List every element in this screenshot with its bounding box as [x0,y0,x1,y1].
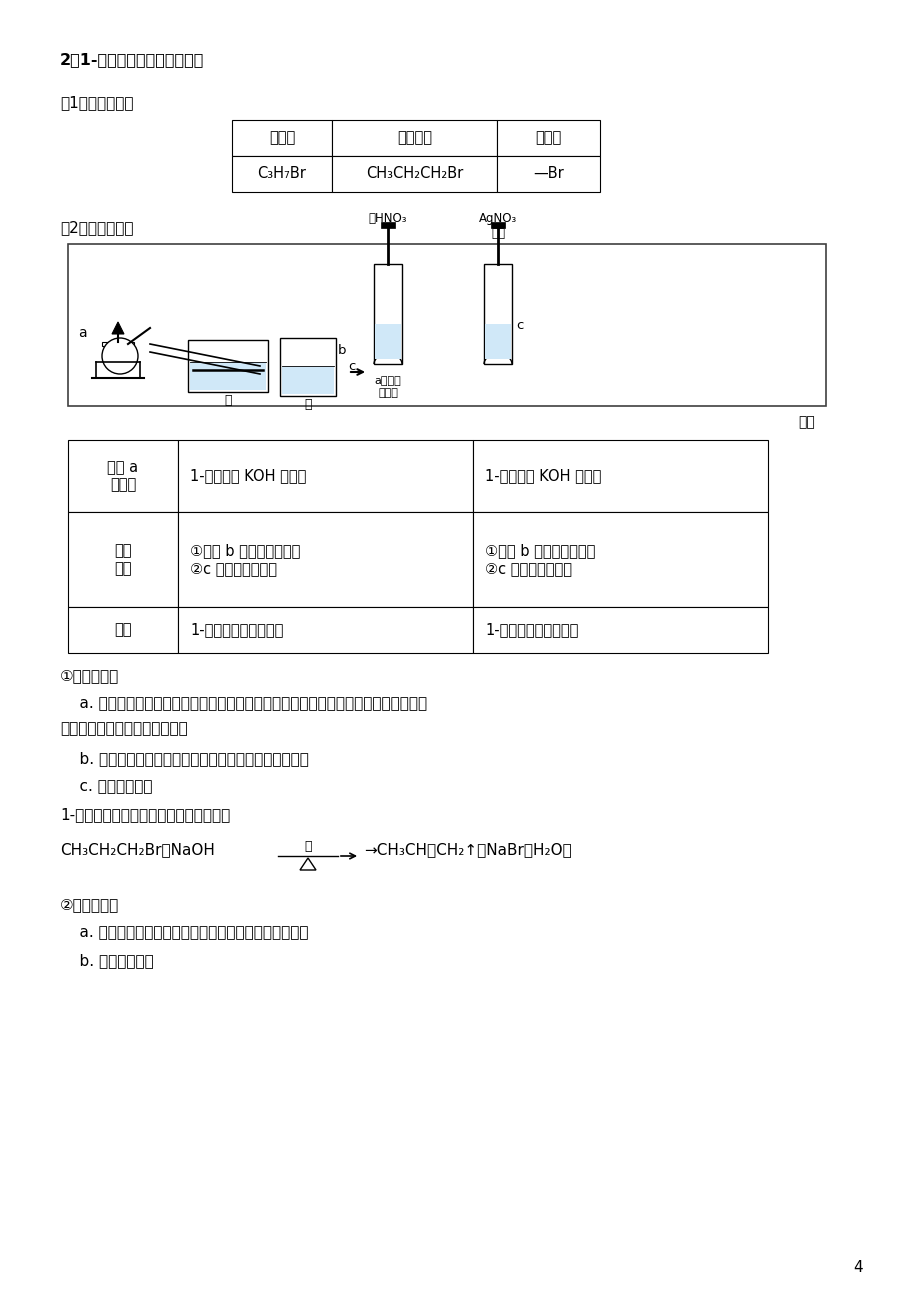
Bar [484,324,510,359]
Bar [102,342,134,346]
Text: 试管 a
中试剂: 试管 a 中试剂 [108,460,139,492]
Text: 醇: 醇 [304,840,312,853]
Bar [177,607,472,654]
Bar [380,223,394,228]
Bar [104,344,131,362]
Bar [279,339,335,396]
Bar [68,243,825,406]
Text: a. 卤代烃发生消去反应的条件：与强碱的水溶液共热。: a. 卤代烃发生消去反应的条件：与强碱的水溶液共热。 [60,924,308,940]
Text: 分子式: 分子式 [268,130,295,146]
Bar [332,156,496,191]
Text: 1-溴丙烷发生水解反应: 1-溴丙烷发生水解反应 [484,622,578,638]
Text: 续表: 续表 [797,415,814,428]
Text: 官能团: 官能团 [535,130,561,146]
Text: b. 卤代烃发生消去反应的条件：与强碱的醇溶液共热。: b. 卤代烃发生消去反应的条件：与强碱的醇溶液共热。 [60,751,309,766]
Text: ①试管 b 中收集到气体；
②c 中有浅黄色沉淀: ①试管 b 中收集到气体； ②c 中有浅黄色沉淀 [190,543,300,575]
Bar [483,264,512,365]
Text: 合物（含双键或叁键）的反应。: 合物（含双键或叁键）的反应。 [60,721,187,736]
Text: ①消去反应：: ①消去反应： [60,668,119,684]
Bar [496,156,599,191]
Text: a中少量
剩余物: a中少量 剩余物 [374,376,401,397]
Text: b: b [337,344,346,357]
Circle shape [102,339,138,374]
Text: （2）化学性质：: （2）化学性质： [60,220,133,234]
Text: 结构简式: 结构简式 [397,130,432,146]
Text: a. 定义：在一定条件下从一个有机化合物分子中脱去一个或几个小分子生成不饱和化: a. 定义：在一定条件下从一个有机化合物分子中脱去一个或几个小分子生成不饱和化 [60,697,426,711]
Bar [232,120,332,156]
Text: AgNO₃
溶液: AgNO₃ 溶液 [479,212,516,240]
Text: ②水解反应：: ②水解反应： [60,897,119,911]
Text: 水: 水 [224,395,232,408]
Text: c: c [516,319,523,332]
Text: 结论: 结论 [114,622,131,638]
Bar [472,607,767,654]
Bar [491,223,505,228]
Text: ①试管 b 中无气体产生；
②c 中有浅黄色沉淀: ①试管 b 中无气体产生； ②c 中有浅黄色沉淀 [484,543,595,575]
Bar [496,120,599,156]
Text: b. 反应方程式：: b. 反应方程式： [60,953,153,967]
Text: （1）分子结构：: （1）分子结构： [60,95,133,109]
Text: 1-溴丙烷和 KOH 水溶液: 1-溴丙烷和 KOH 水溶液 [484,469,601,483]
Bar [177,512,472,607]
Bar [177,440,472,512]
Bar [68,607,177,654]
Text: 稀HNO₃: 稀HNO₃ [369,212,407,225]
Text: 1-溴丙烷发生消去反应的化学方程式为：: 1-溴丙烷发生消去反应的化学方程式为： [60,807,230,822]
Bar [232,156,332,191]
Text: 1-溴丙烷发生消去反应: 1-溴丙烷发生消去反应 [190,622,283,638]
Bar [332,120,496,156]
Bar [190,362,266,391]
Polygon shape [112,322,124,335]
Text: c: c [347,359,355,372]
Bar [375,324,401,359]
Text: →CH₃CH＝CH₂↑＋NaBr＋H₂O。: →CH₃CH＝CH₂↑＋NaBr＋H₂O。 [364,842,571,858]
Text: 实验
现象: 实验 现象 [114,543,131,575]
Text: CH₃CH₂CH₂Br: CH₃CH₂CH₂Br [366,167,462,181]
Bar [472,440,767,512]
Bar [374,264,402,365]
Bar [68,512,177,607]
Text: a: a [78,326,86,340]
Bar [282,366,334,395]
Text: 2．1-溴丙烷的结构和化学性质: 2．1-溴丙烷的结构和化学性质 [60,52,204,66]
Bar [472,512,767,607]
Text: 1-溴丙烷和 KOH 醇溶液: 1-溴丙烷和 KOH 醇溶液 [190,469,306,483]
Text: 水: 水 [304,398,312,411]
Text: C₃H₇Br: C₃H₇Br [257,167,306,181]
Bar [68,440,177,512]
Bar [187,340,267,392]
Text: —Br: —Br [532,167,563,181]
Text: c. 反应方程式：: c. 反应方程式： [60,779,153,794]
Text: CH₃CH₂CH₂Br＋NaOH: CH₃CH₂CH₂Br＋NaOH [60,842,215,858]
Text: 4: 4 [852,1260,862,1276]
